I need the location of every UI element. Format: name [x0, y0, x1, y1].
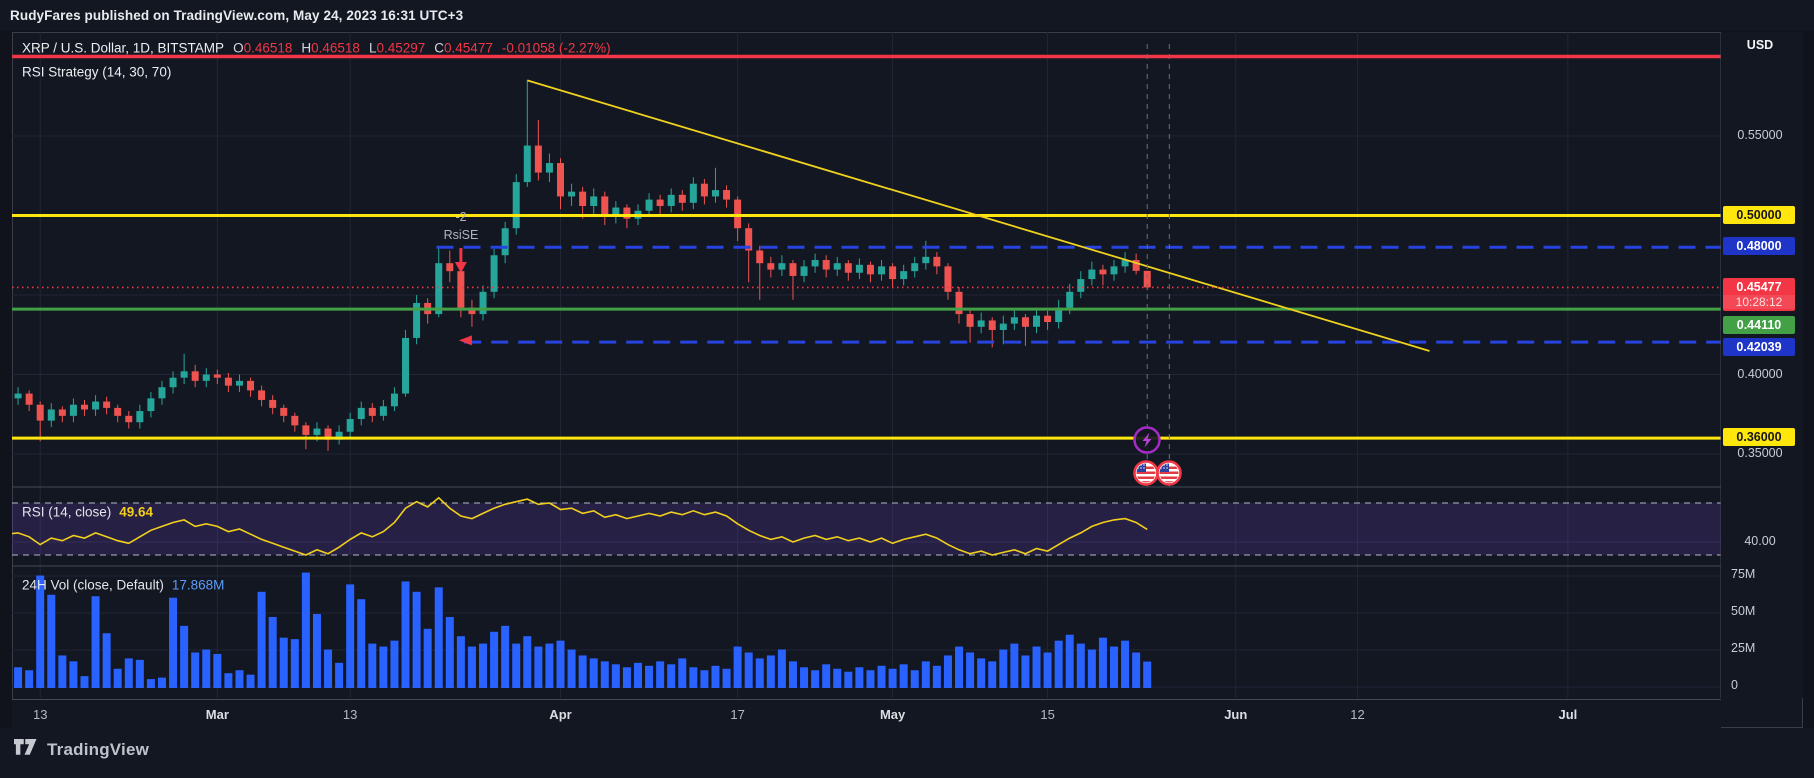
entry-triangle-icon — [458, 335, 472, 346]
time-tick-17: 17 — [730, 707, 745, 722]
volume-tick-50M: 50M — [1731, 604, 1756, 618]
candlestick-series — [14, 80, 1151, 451]
short-entry-arrow-icon — [454, 248, 467, 273]
strategy-marker-count: -2 — [455, 210, 467, 224]
price-tick-0.35000: 0.35000 — [1737, 446, 1783, 460]
currency-label: USD — [1746, 38, 1774, 52]
volume-value: 17.868M — [171, 577, 225, 593]
attribution-bar: RudyFares published on TradingView.com, … — [0, 0, 1814, 31]
countdown-timer: 10:28:12 — [1723, 295, 1795, 310]
attribution-text: RudyFares published on TradingView.com, … — [10, 8, 464, 23]
lightning-icon[interactable] — [1133, 426, 1161, 454]
rsi-line — [12, 496, 1148, 556]
symbol-title: XRP / U.S. Dollar, 1D, BITSTAMP — [22, 40, 225, 56]
rsi-label: RSI (14, close) — [22, 504, 112, 520]
time-tick-13: 13 — [342, 707, 358, 722]
trendline[interactable] — [527, 79, 1430, 352]
price-badge-0.45477: 0.45477 10:28:12 — [1723, 278, 1795, 312]
time-tick-May: May — [879, 707, 906, 722]
price-badge-0.44110: 0.44110 — [1723, 316, 1795, 335]
symbol-legend-row[interactable]: XRP / U.S. Dollar, 1D, BITSTAMP O0.46518 H… — [22, 41, 611, 56]
time-tick-Mar: Mar — [205, 707, 229, 722]
price-tick-0.40000: 0.40000 — [1737, 366, 1783, 381]
volume-series — [14, 572, 1152, 688]
time-tick-Apr: Apr — [549, 707, 572, 722]
tradingview-brand-text: TradingView — [47, 739, 150, 759]
ohlc-value-h: 0.46518 — [311, 40, 360, 56]
time-tick-13: 13 — [32, 707, 48, 722]
vertical-event-lines[interactable] — [1146, 44, 1170, 487]
ohlc-value-c: 0.45477 — [444, 40, 493, 56]
rsi-legend-row[interactable]: RSI (14, close) 49.64 — [22, 505, 153, 520]
tradingview-logo-icon — [14, 739, 37, 755]
volume-tick-25M: 25M — [1731, 641, 1756, 655]
time-scale[interactable]: 13 Mar 13 Apr 17 May 15 Jun 12 Jul — [12, 699, 1721, 729]
gridlines — [12, 32, 1721, 698]
us-flag-icon[interactable] — [1133, 460, 1159, 486]
price-badge-0.50000: 0.50000 — [1723, 205, 1795, 224]
ohlc-value-l: 0.45297 — [376, 40, 426, 56]
time-tick-Jun: Jun — [1224, 707, 1248, 722]
price-badge-0.48000: 0.48000 — [1723, 237, 1795, 256]
ohlc-field-l: L — [368, 40, 377, 56]
ohlc-field-o: O — [233, 40, 244, 56]
price-badge-0.36000: 0.36000 — [1723, 428, 1795, 447]
strategy-marker-label[interactable]: RsiSE — [443, 228, 479, 242]
time-tick-Jul: Jul — [1558, 707, 1578, 722]
rsi-band — [12, 502, 1721, 556]
us-flag-icon[interactable] — [1156, 460, 1182, 486]
change-value: -0.01058 (-2.27%) — [501, 40, 611, 56]
price-tick-0.55000: 0.55000 — [1737, 128, 1783, 142]
strategy-legend-row[interactable]: RSI Strategy (14, 30, 70) — [22, 65, 171, 80]
pane-dividers[interactable] — [12, 32, 1803, 698]
price-level-lines[interactable] — [12, 54, 1721, 440]
ohlc-values: O0.46518 H0.46518 L0.45297 C0.45477 — [224, 41, 493, 56]
rsi-tick-40: 40.00 — [1744, 534, 1776, 548]
volume-tick-75M: 75M — [1731, 567, 1756, 581]
strategy-title: RSI Strategy (14, 30, 70) — [22, 64, 172, 80]
rsi-value: 49.64 — [119, 504, 154, 520]
time-tick-12: 12 — [1350, 707, 1365, 722]
time-tick-15: 15 — [1040, 707, 1055, 722]
ohlc-value-o: 0.46518 — [243, 40, 293, 56]
price-scale[interactable]: USD 0.55000 0.40000 0.35000 0.50000 0.48000 0… — [1721, 32, 1803, 698]
volume-tick-0: 0 — [1731, 678, 1738, 692]
chart-frame — [12, 32, 1803, 728]
volume-label: 24H Vol (close, Default) — [22, 577, 164, 593]
price-badge-0.42039: 0.42039 — [1723, 338, 1795, 357]
volume-legend-row[interactable]: 24H Vol (close, Default) 17.868M — [22, 578, 224, 593]
tradingview-brand[interactable]: TradingView — [14, 739, 149, 760]
ohlc-field-c: C — [434, 40, 445, 56]
ohlc-field-h: H — [301, 40, 312, 56]
footer-bar: TradingView — [0, 728, 1814, 778]
